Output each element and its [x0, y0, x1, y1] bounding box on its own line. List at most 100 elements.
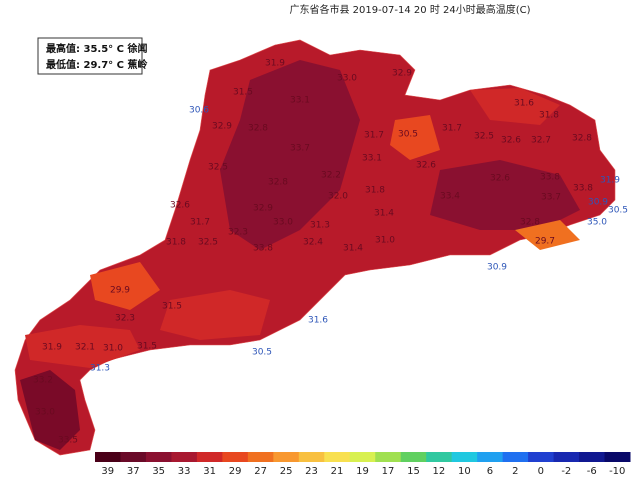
temperature-label: 32.8	[520, 218, 540, 228]
temperature-label: 32.6	[416, 161, 436, 171]
temperature-label: 33.0	[35, 408, 55, 418]
map-title: 广东省各市县 2019-07-14 20 时 24小时最高温度(C)	[289, 3, 530, 16]
legend-tick-label: 35	[152, 466, 165, 477]
legend-tick-label: 10	[458, 466, 471, 477]
temperature-label: 31.5	[162, 302, 182, 312]
temperature-label: 32.3	[228, 228, 248, 238]
temperature-label: 33.1	[290, 96, 310, 106]
legend-swatch	[553, 452, 580, 462]
temperature-label: 32.3	[115, 314, 135, 324]
temperature-label: 35.0	[587, 218, 607, 228]
legend-swatch	[196, 452, 223, 462]
temperature-label: 31.5	[137, 342, 157, 352]
legend-tick-label: 15	[407, 466, 420, 477]
temperature-label: 32.7	[531, 136, 551, 146]
temperature-label: 32.6	[490, 174, 510, 184]
temperature-label: 30.9	[588, 198, 608, 208]
legend-swatch	[375, 452, 402, 462]
temperature-label: 32.9	[392, 69, 412, 79]
temperature-label: 33.2	[33, 376, 53, 386]
temperature-label: 31.0	[375, 236, 395, 246]
temperature-label: 33.4	[440, 192, 460, 202]
legend-swatch	[349, 452, 376, 462]
legend-swatch	[247, 452, 274, 462]
temperature-label: 31.8	[166, 238, 186, 248]
legend-swatch	[604, 452, 631, 462]
legend-tick-label: 6	[487, 466, 493, 477]
legend-tick-label: 0	[538, 466, 544, 477]
legend-swatch	[222, 452, 249, 462]
region-orange	[90, 262, 160, 310]
temperature-label: 31.7	[364, 131, 384, 141]
temperature-label: 30.5	[608, 206, 628, 216]
temperature-label: 33.1	[362, 154, 382, 164]
temperature-label: 31.8	[365, 186, 385, 196]
temperature-label: 32.6	[501, 136, 521, 146]
legend-swatch	[145, 452, 172, 462]
temperature-label: 31.7	[190, 218, 210, 228]
legend-tick-label: 27	[254, 466, 267, 477]
temperature-label: 32.5	[198, 238, 218, 248]
temperature-label: 31.3	[310, 221, 330, 231]
region-dark	[430, 160, 580, 230]
temperature-label: 32.4	[303, 238, 323, 248]
color-legend: 39 37 35 33 31 29 27 25 23 21 19 17 15 12 10 6 2 0 -2 -6 -10	[95, 452, 631, 477]
temperature-label: 33.7	[541, 193, 561, 203]
region-red	[470, 88, 560, 125]
temperature-label: 32.8	[268, 178, 288, 188]
temperature-label: 31.7	[442, 124, 462, 134]
legend-tick-label: 31	[203, 466, 216, 477]
region-red	[160, 290, 270, 340]
temperature-label: 29.9	[110, 286, 130, 296]
temperature-label: 33.7	[290, 144, 310, 154]
temperature-label: 32.1	[75, 343, 95, 353]
legend-tick-label: 2	[512, 466, 518, 477]
legend-tick-label: 19	[356, 466, 369, 477]
legend-swatch	[451, 452, 478, 462]
region-dark	[20, 370, 80, 450]
legend-tick-label: 23	[305, 466, 318, 477]
legend-swatch	[298, 452, 325, 462]
temperature-label: 31.4	[374, 209, 394, 219]
legend-swatch	[400, 452, 427, 462]
legend-tick-label: -6	[587, 466, 597, 477]
temperature-label: 33.8	[573, 184, 593, 194]
temperature-label: 33.0	[273, 218, 293, 228]
temperature-label: 32.5	[474, 132, 494, 142]
legend-tick-label: 39	[101, 466, 114, 477]
temperature-label: 31.9	[42, 343, 62, 353]
temperature-label: 32.2	[321, 171, 341, 181]
temperature-label: 31.0	[103, 344, 123, 354]
region-red	[25, 325, 140, 368]
temperature-label: 31.8	[539, 111, 559, 121]
temperature-label: 31.5	[233, 88, 253, 98]
temperature-label: 31.9	[600, 176, 620, 186]
legend-swatch	[171, 452, 198, 462]
legend-tick-label: 37	[127, 466, 140, 477]
temperature-label: 32.6	[170, 201, 190, 211]
temperature-label: 31.4	[343, 244, 363, 254]
legend-swatch	[502, 452, 529, 462]
temperature-label: 30.9	[487, 263, 507, 273]
info-box: 最高值: 35.5° C 徐闻 最低值: 29.7° C 蕉岭	[37, 37, 147, 75]
temperature-label: 33.8	[540, 173, 560, 183]
temperature-label: 30.5	[252, 348, 272, 358]
region-dark	[220, 60, 360, 250]
min-summary: 最低值: 29.7° C 蕉岭	[46, 58, 147, 71]
legend-tick-label: -2	[561, 466, 571, 477]
legend-tick-label: 25	[280, 466, 293, 477]
legend-tick-label: 17	[382, 466, 395, 477]
temperature-label: 32.0	[328, 192, 348, 202]
temperature-label: 33.5	[58, 436, 78, 446]
legend-swatch	[273, 452, 300, 462]
temperature-label: 31.6	[308, 316, 328, 326]
legend-swatch	[579, 452, 606, 462]
temperature-label: 29.7	[535, 237, 555, 247]
temperature-label: 30.5	[398, 130, 418, 140]
info-box-frame	[37, 37, 143, 75]
temperature-label: 31.9	[265, 59, 285, 69]
temperature-label: 32.9	[253, 204, 273, 214]
legend-swatch	[528, 452, 555, 462]
legend-tick-label: 12	[433, 466, 446, 477]
